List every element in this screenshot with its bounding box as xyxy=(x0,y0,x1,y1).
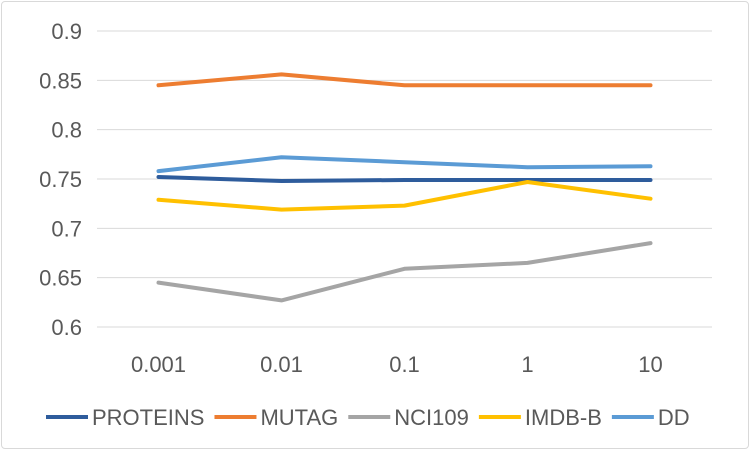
y-tick-label: 0.65 xyxy=(39,266,82,291)
x-tick-label: 0.001 xyxy=(131,352,186,377)
y-tick-label: 0.9 xyxy=(51,19,82,44)
series-lines xyxy=(156,72,653,303)
y-tick-label: 0.85 xyxy=(39,68,82,93)
legend: PROTEINS MUTAG NCI109 IMDB-B DD xyxy=(46,405,690,430)
y-tick-label: 0.75 xyxy=(39,167,82,192)
legend-label-proteins: PROTEINS xyxy=(92,405,204,430)
x-tick-label: 0.01 xyxy=(260,352,303,377)
x-tick-label: 1 xyxy=(521,352,533,377)
y-tick-label: 0.7 xyxy=(51,216,82,241)
legend-label-dd: DD xyxy=(658,405,690,430)
y-axis-ticks: 0.6 0.65 0.7 0.75 0.8 0.85 0.9 xyxy=(39,19,82,340)
legend-label-imdb-b: IMDB-B xyxy=(525,405,602,430)
series-line-mutag xyxy=(156,72,653,88)
legend-label-nci109: NCI109 xyxy=(394,405,469,430)
y-tick-label: 0.8 xyxy=(51,118,82,143)
series-line-nci109 xyxy=(156,241,653,303)
y-tick-label: 0.6 xyxy=(51,315,82,340)
x-tick-label: 0.1 xyxy=(389,352,420,377)
legend-label-mutag: MUTAG xyxy=(260,405,338,430)
series-line-proteins xyxy=(156,175,653,183)
x-tick-label: 10 xyxy=(638,352,662,377)
series-line-dd xyxy=(156,155,653,174)
x-axis-ticks: 0.001 0.01 0.1 1 10 xyxy=(131,352,663,377)
series-line-imdb-b xyxy=(156,180,653,212)
